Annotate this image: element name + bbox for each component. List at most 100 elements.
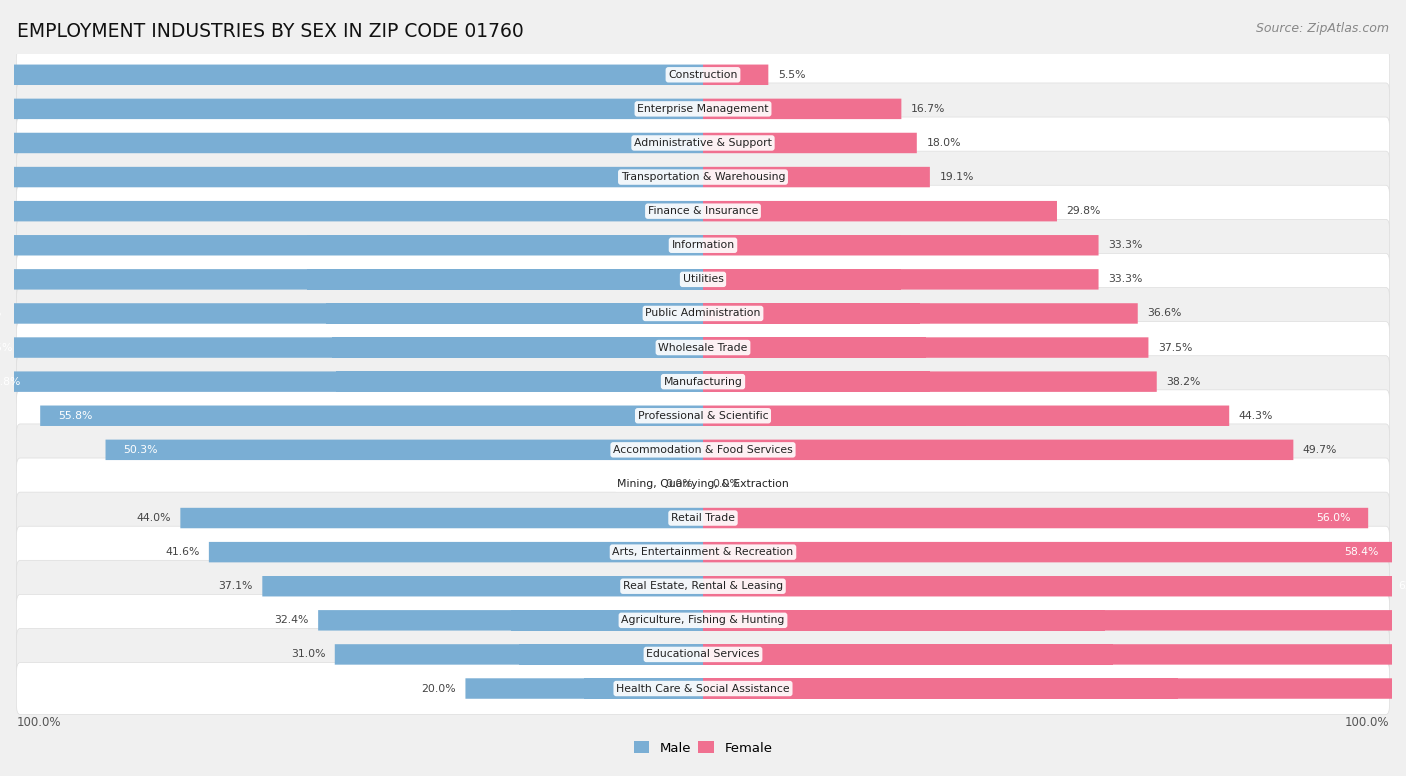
FancyBboxPatch shape [17, 49, 1389, 101]
Text: 100.0%: 100.0% [17, 716, 60, 729]
Text: Educational Services: Educational Services [647, 650, 759, 660]
Bar [703, 269, 901, 289]
FancyBboxPatch shape [0, 64, 703, 85]
Text: Source: ZipAtlas.com: Source: ZipAtlas.com [1256, 22, 1389, 35]
Text: EMPLOYMENT INDUSTRIES BY SEX IN ZIP CODE 01760: EMPLOYMENT INDUSTRIES BY SEX IN ZIP CODE… [17, 22, 523, 40]
Text: 33.3%: 33.3% [1108, 241, 1143, 251]
Bar [703, 235, 901, 255]
Bar [703, 338, 925, 358]
FancyBboxPatch shape [17, 254, 1389, 305]
Text: 36.6%: 36.6% [1147, 308, 1181, 318]
FancyBboxPatch shape [0, 167, 703, 187]
FancyBboxPatch shape [703, 610, 1406, 631]
Bar [703, 644, 1112, 665]
Text: Agriculture, Fishing & Hunting: Agriculture, Fishing & Hunting [621, 615, 785, 625]
FancyBboxPatch shape [318, 610, 703, 631]
FancyBboxPatch shape [0, 303, 703, 324]
FancyBboxPatch shape [703, 440, 1294, 460]
Bar [703, 372, 929, 392]
Bar [217, 133, 703, 153]
FancyBboxPatch shape [17, 117, 1389, 169]
Text: Accommodation & Food Services: Accommodation & Food Services [613, 445, 793, 455]
FancyBboxPatch shape [17, 390, 1389, 442]
Text: 5.5%: 5.5% [778, 70, 806, 80]
Bar [222, 167, 703, 187]
FancyBboxPatch shape [703, 167, 929, 187]
Bar [519, 644, 703, 665]
FancyBboxPatch shape [0, 269, 703, 289]
Text: Wholesale Trade: Wholesale Trade [658, 342, 748, 352]
FancyBboxPatch shape [703, 99, 901, 119]
Text: 37.5%: 37.5% [1159, 342, 1192, 352]
FancyBboxPatch shape [703, 406, 1229, 426]
Bar [307, 235, 703, 255]
Text: Information: Information [672, 241, 734, 251]
Text: 49.7%: 49.7% [1303, 445, 1337, 455]
FancyBboxPatch shape [209, 542, 703, 563]
FancyBboxPatch shape [17, 424, 1389, 476]
Bar [482, 576, 703, 597]
FancyBboxPatch shape [17, 355, 1389, 407]
FancyBboxPatch shape [703, 64, 768, 85]
Bar [285, 201, 703, 221]
Text: Manufacturing: Manufacturing [664, 376, 742, 386]
FancyBboxPatch shape [703, 576, 1406, 597]
Bar [441, 508, 703, 528]
FancyBboxPatch shape [0, 133, 703, 153]
Text: Mining, Quarrying, & Extraction: Mining, Quarrying, & Extraction [617, 479, 789, 489]
Text: 55.8%: 55.8% [58, 411, 93, 421]
FancyBboxPatch shape [105, 440, 703, 460]
Text: 50.3%: 50.3% [124, 445, 157, 455]
Text: 20.0%: 20.0% [422, 684, 456, 694]
Text: 29.8%: 29.8% [1067, 206, 1101, 217]
Text: 33.3%: 33.3% [1108, 275, 1143, 284]
FancyBboxPatch shape [17, 492, 1389, 544]
FancyBboxPatch shape [703, 269, 1098, 289]
FancyBboxPatch shape [17, 594, 1389, 646]
FancyBboxPatch shape [17, 83, 1389, 135]
FancyBboxPatch shape [0, 201, 703, 221]
Text: Administrative & Support: Administrative & Support [634, 138, 772, 148]
Bar [703, 440, 998, 460]
Text: Public Administration: Public Administration [645, 308, 761, 318]
Text: Arts, Entertainment & Recreation: Arts, Entertainment & Recreation [613, 547, 793, 557]
FancyBboxPatch shape [703, 133, 917, 153]
Bar [332, 338, 703, 358]
Bar [336, 372, 703, 392]
FancyBboxPatch shape [0, 99, 703, 119]
Text: Enterprise Management: Enterprise Management [637, 104, 769, 114]
Bar [703, 167, 817, 187]
Text: 38.2%: 38.2% [1166, 376, 1201, 386]
Bar [703, 133, 810, 153]
Text: Real Estate, Rental & Leasing: Real Estate, Rental & Leasing [623, 581, 783, 591]
Text: 56.0%: 56.0% [1316, 513, 1350, 523]
Text: 0.0%: 0.0% [666, 479, 693, 489]
FancyBboxPatch shape [703, 678, 1406, 698]
Text: 44.0%: 44.0% [136, 513, 172, 523]
Bar [405, 440, 703, 460]
Text: 18.0%: 18.0% [927, 138, 960, 148]
Text: 32.4%: 32.4% [274, 615, 309, 625]
Bar [371, 406, 703, 426]
FancyBboxPatch shape [17, 151, 1389, 203]
Text: 63.4%: 63.4% [0, 308, 3, 318]
Text: 61.8%: 61.8% [0, 376, 21, 386]
FancyBboxPatch shape [17, 629, 1389, 681]
FancyBboxPatch shape [703, 542, 1396, 563]
FancyBboxPatch shape [17, 560, 1389, 612]
Text: 41.6%: 41.6% [165, 547, 200, 557]
Text: 0.0%: 0.0% [713, 479, 740, 489]
FancyBboxPatch shape [0, 338, 703, 358]
Bar [703, 303, 921, 324]
FancyBboxPatch shape [17, 185, 1389, 237]
Bar [456, 542, 703, 563]
FancyBboxPatch shape [17, 220, 1389, 271]
Bar [703, 201, 880, 221]
Text: 37.1%: 37.1% [218, 581, 253, 591]
Text: Utilities: Utilities [682, 275, 724, 284]
Bar [703, 678, 1178, 698]
Text: Professional & Scientific: Professional & Scientific [638, 411, 768, 421]
Bar [326, 303, 703, 324]
Bar [585, 678, 703, 698]
FancyBboxPatch shape [703, 508, 1368, 528]
